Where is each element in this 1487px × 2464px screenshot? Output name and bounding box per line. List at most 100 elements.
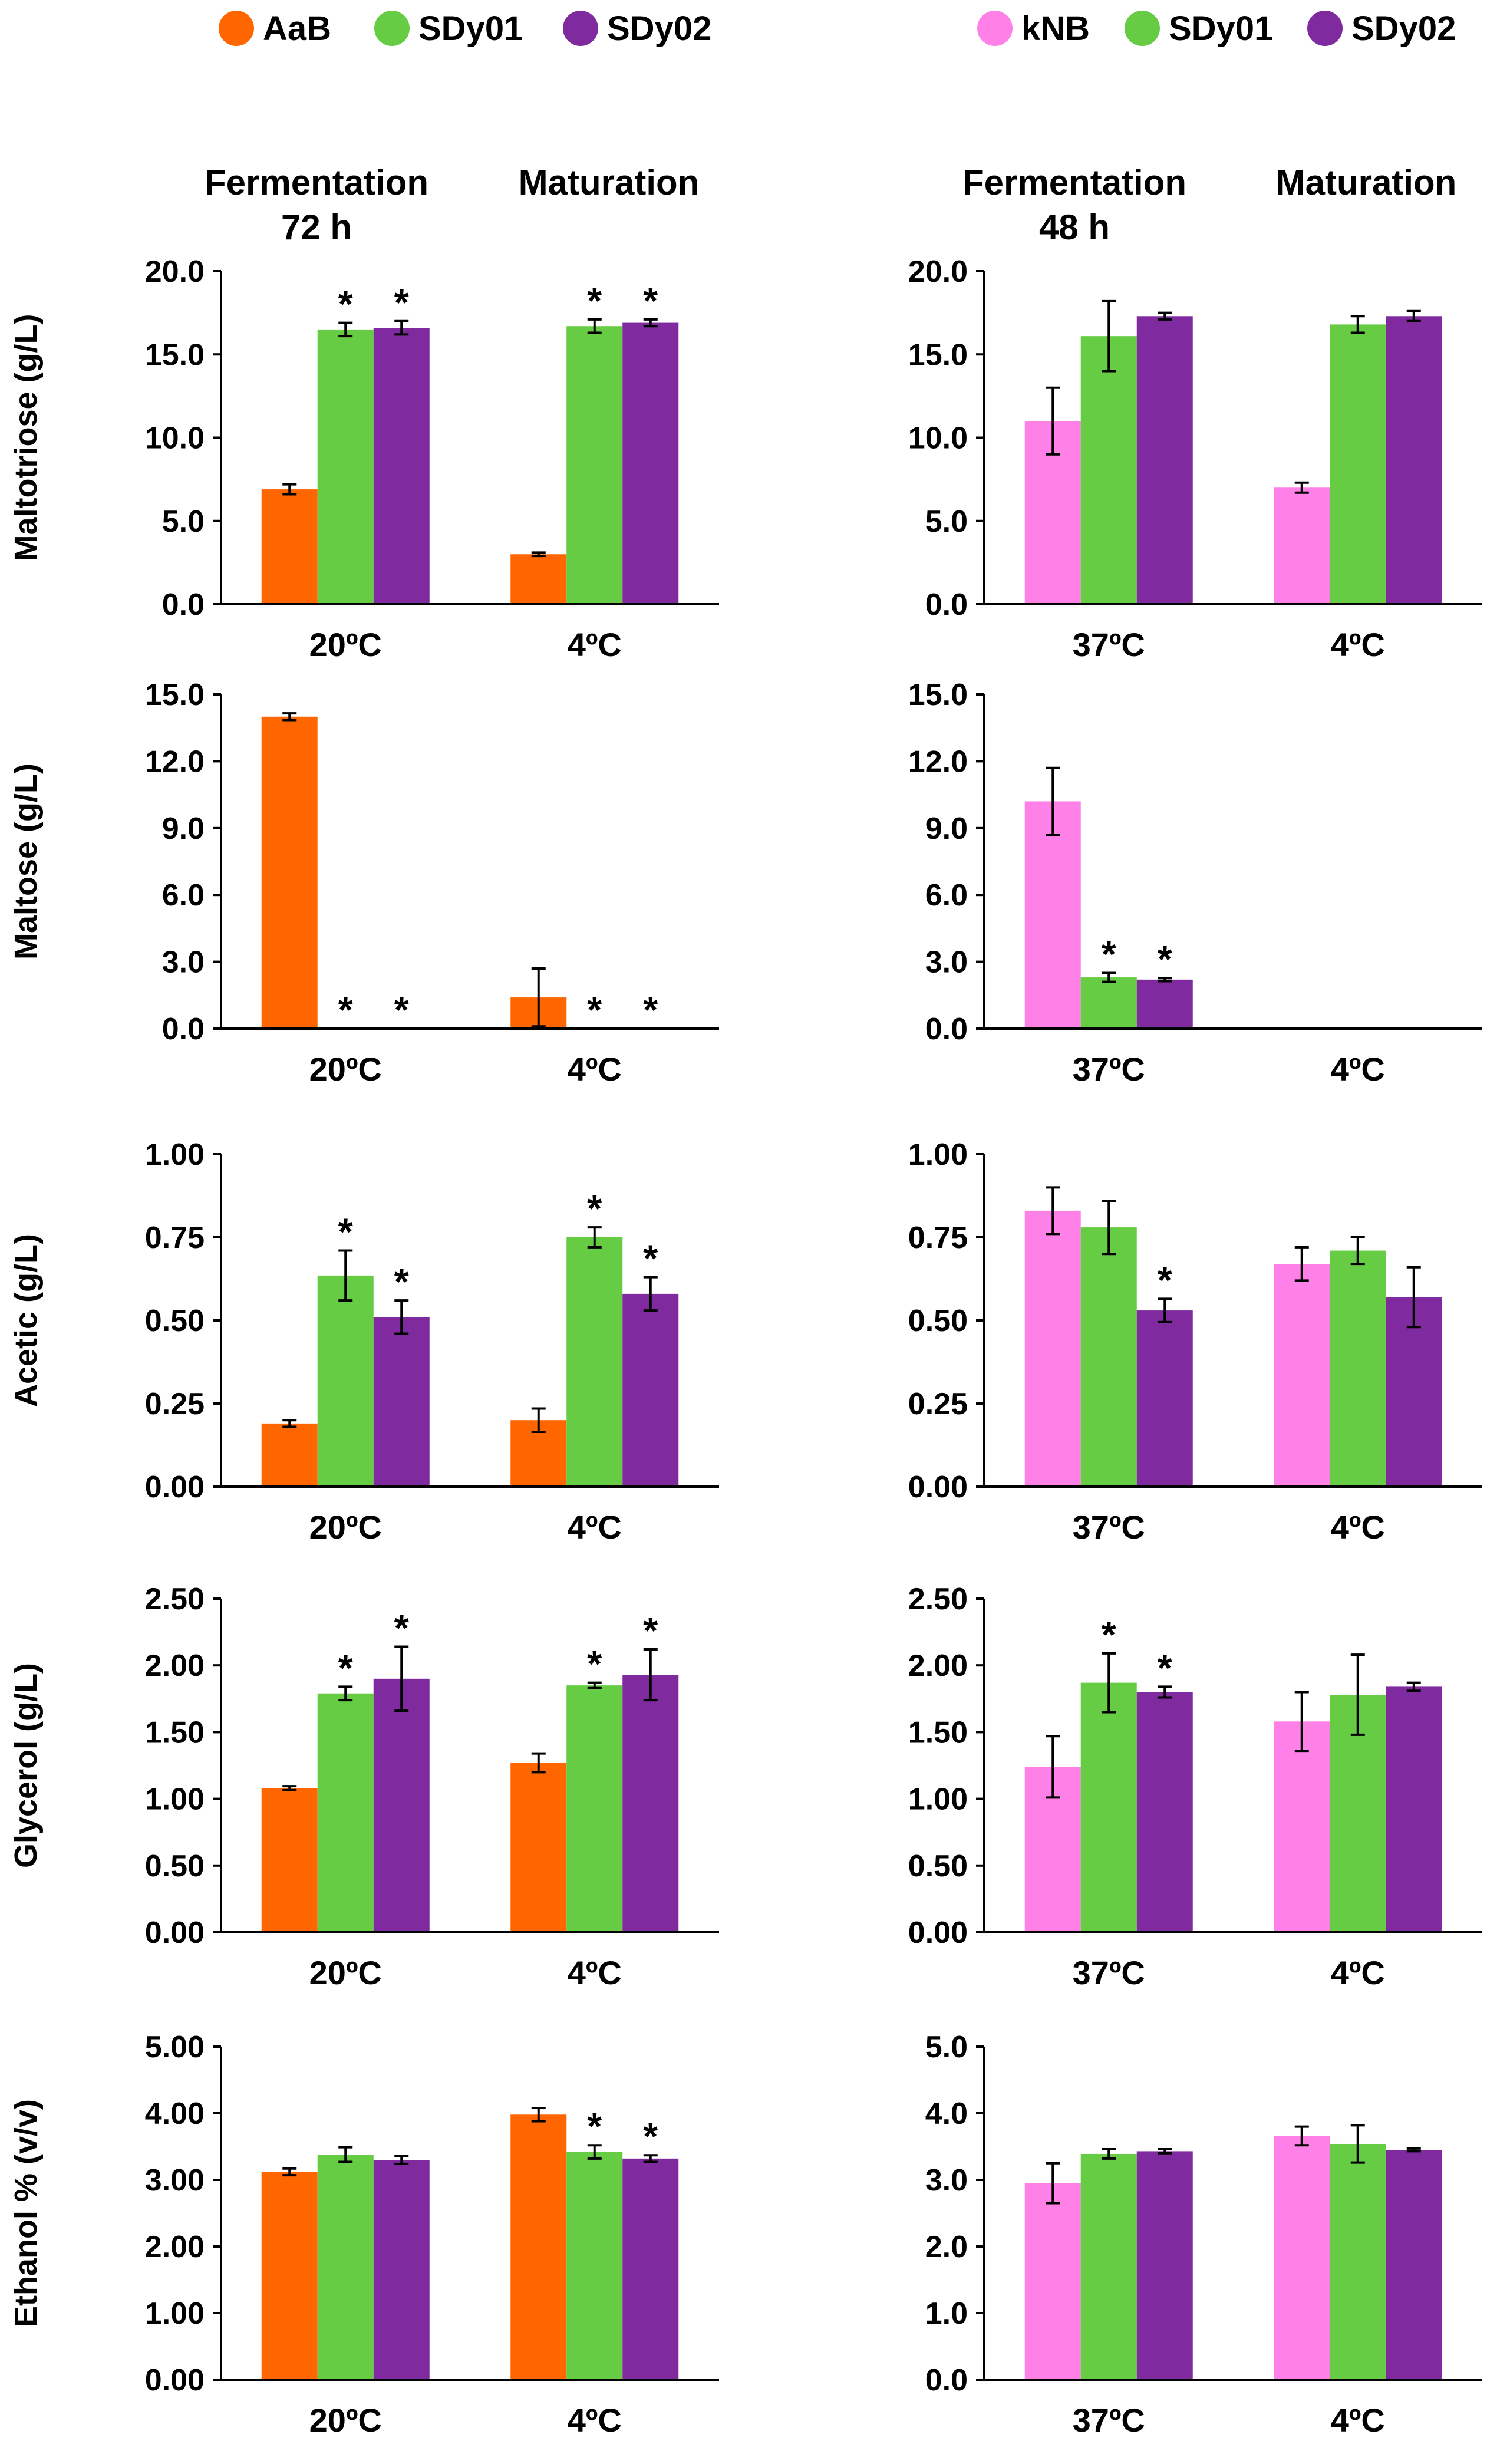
y-tick-label: 2.50 [145, 1582, 205, 1616]
bar-sdy02-1 [1136, 979, 1193, 1029]
y-tick-label: 6.0 [162, 878, 205, 913]
y-tick-label: 0.0 [925, 1012, 968, 1046]
x-category-label: 4ºC [568, 1508, 622, 1546]
bar-sdy01-1 [1080, 2153, 1137, 2380]
y-tick-label: 2.0 [925, 2230, 968, 2264]
bar-sdy01-2 [1330, 324, 1386, 604]
significance-star: * [338, 1211, 353, 1253]
bar-knb-2 [1274, 1721, 1330, 1932]
bar-knb-2 [1274, 1264, 1330, 1487]
y-tick-label: 0.0 [162, 588, 205, 622]
bar-sdy01-2 [566, 1685, 623, 1932]
y-axis-title: Maltotriose (g/L) [8, 314, 44, 562]
y-tick-label: 0.0 [925, 588, 968, 622]
chart-panel-l4: 0.00 0.50 1.00 1.50 2.00 2.50 Glycerol (g/L) * *… [8, 1582, 719, 1991]
x-category-label: 4ºC [568, 626, 622, 663]
significance-star: * [587, 2105, 602, 2147]
bar-sdy02-1 [1136, 316, 1193, 604]
y-tick-label: 1.0 [925, 2297, 968, 2331]
chart-panel-r3: 0.00 0.25 0.50 0.75 1.00 * 37ºC 4ºC [908, 1138, 1482, 1546]
significance-star: * [1158, 1259, 1172, 1301]
y-tick-label: 1.50 [908, 1715, 968, 1750]
bar-knb-1 [1024, 1210, 1081, 1487]
header-maturation-left: Maturation [519, 163, 700, 202]
header-time-left: 72 h [281, 207, 352, 247]
chart-panel-l3: 0.00 0.25 0.50 0.75 1.00 Acetic (g/L) * * 20ºC * *… [8, 1138, 719, 1546]
y-tick-label: 9.0 [162, 812, 205, 846]
header-fermentation-left: Fermentation [205, 163, 428, 202]
bar-sdy01-1 [1080, 336, 1137, 604]
bar-sdy02-1 [373, 1678, 430, 1932]
bar-aab-1 [261, 1788, 318, 1932]
bar-sdy01-1 [317, 1693, 374, 1932]
significance-star: * [643, 1609, 658, 1652]
bar-aab-2 [510, 2114, 567, 2380]
bar-sdy02-2 [622, 1675, 679, 1932]
y-tick-label: 1.50 [145, 1715, 205, 1750]
header-fermentation-right: Fermentation [962, 163, 1186, 202]
y-tick-label: 15.0 [908, 338, 968, 372]
x-category-label: 4ºC [1331, 1954, 1385, 1991]
y-tick-label: 0.25 [145, 1387, 205, 1421]
x-category-label: 37ºC [1073, 626, 1145, 663]
y-tick-label: 1.00 [145, 1783, 205, 1817]
bar-sdy02-2 [622, 322, 679, 604]
y-tick-label: 3.00 [145, 2163, 205, 2198]
bar-sdy01-1 [317, 329, 374, 604]
x-category-label: 4ºC [1331, 1508, 1385, 1546]
x-category-label: 20ºC [309, 1954, 382, 1991]
significance-star: * [643, 279, 658, 322]
y-tick-label: 1.00 [145, 1138, 205, 1172]
chart-panel-r2: 0.0 3.0 6.0 9.0 12.0 15.0 * * 37ºC 4ºC [908, 678, 1482, 1088]
x-category-label: 20ºC [309, 626, 382, 663]
legend-label-knb: kNB [1021, 9, 1090, 48]
x-category-label: 37ºC [1073, 2402, 1145, 2439]
significance-star: * [1102, 933, 1116, 976]
bar-sdy02-2 [1386, 1686, 1442, 1932]
bar-sdy01-1 [317, 2155, 374, 2380]
bar-sdy01-1 [1080, 1227, 1137, 1487]
column-headers-left: Fermentation 72 h Maturation [205, 163, 699, 247]
y-axis-title: Acetic (g/L) [8, 1234, 44, 1407]
x-category-label: 37ºC [1073, 1050, 1145, 1088]
bar-sdy02-1 [1136, 1310, 1193, 1487]
legend-swatch-sdy02-right [1307, 11, 1343, 46]
y-tick-label: 9.0 [925, 812, 968, 846]
y-tick-label: 0.50 [908, 1849, 968, 1883]
y-tick-label: 5.0 [925, 2030, 968, 2064]
significance-star: * [587, 1643, 602, 1685]
y-tick-label: 1.00 [145, 2297, 205, 2331]
chart-panel-l2: 0.0 3.0 6.0 9.0 12.0 15.0 Maltose (g/L) * * 20ºC *… [8, 678, 719, 1088]
chart-panels: 0.0 5.0 10.0 15.0 20.0 Maltotriose (g/L) * * 20º… [8, 255, 1482, 2439]
significance-star: * [587, 279, 602, 322]
chart-panel-r4: 0.00 0.50 1.00 1.50 2.00 2.50 * * 37ºC 4ºC [908, 1582, 1482, 1991]
y-tick-label: 15.0 [145, 338, 205, 372]
y-tick-label: 20.0 [145, 255, 205, 289]
significance-star: * [643, 989, 658, 1031]
legend-swatch-sdy01-left [374, 11, 410, 46]
y-tick-label: 6.0 [925, 878, 968, 913]
y-tick-label: 5.0 [925, 505, 968, 539]
x-category-label: 4ºC [568, 2402, 622, 2439]
x-category-label: 4ºC [568, 1050, 622, 1088]
bar-sdy01-2 [1330, 2143, 1386, 2380]
y-tick-label: 0.50 [145, 1304, 205, 1338]
y-tick-label: 12.0 [908, 745, 968, 779]
legend-label-sdy01-right: SDy01 [1169, 9, 1273, 48]
bar-sdy02-2 [1386, 1297, 1442, 1487]
x-category-label: 37ºC [1073, 1954, 1145, 1991]
x-category-label: 37ºC [1073, 1508, 1145, 1546]
legend-right: kNB SDy01 SDy02 [977, 9, 1456, 48]
significance-star: * [643, 1237, 658, 1280]
y-tick-label: 0.00 [145, 2363, 205, 2397]
bar-knb-1 [1024, 801, 1081, 1029]
significance-star: * [1158, 1646, 1172, 1689]
significance-star: * [338, 989, 353, 1031]
x-category-label: 20ºC [309, 1508, 382, 1546]
y-axis-title: Ethanol % (v/v) [8, 2099, 44, 2327]
bar-sdy01-2 [1330, 1250, 1386, 1487]
bar-sdy02-2 [1386, 316, 1442, 604]
bar-sdy01-2 [566, 326, 623, 604]
y-tick-label: 0.25 [908, 1387, 968, 1421]
y-tick-label: 0.50 [908, 1304, 968, 1338]
